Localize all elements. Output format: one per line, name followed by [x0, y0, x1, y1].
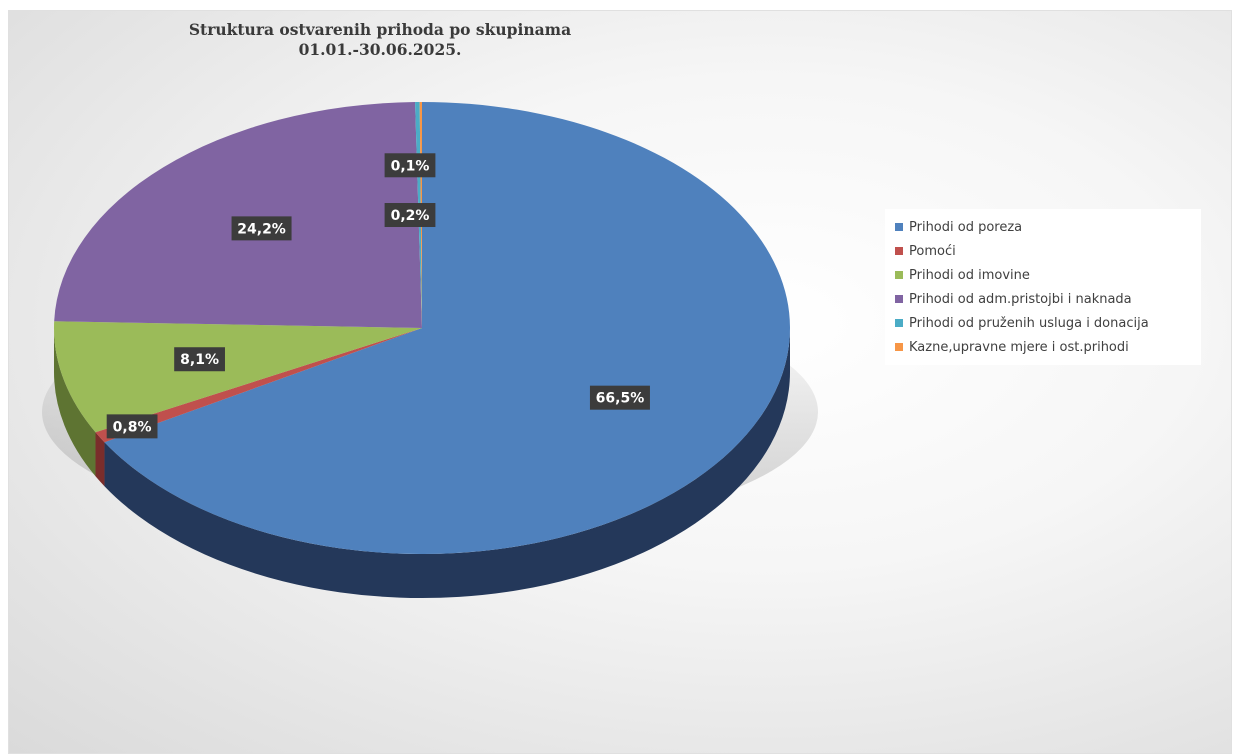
data-label-box	[589, 385, 650, 410]
legend-item-prihodi-od-poreza: Prihodi od poreza	[885, 215, 1201, 239]
pie-slice-prihodi-od-imovine	[54, 321, 423, 433]
pie-slice-prihodi-od-poreza	[104, 102, 791, 554]
legend-label: Pomoći	[909, 243, 956, 259]
chart-title-line-2: 01.01.-30.06.2025.	[298, 40, 462, 59]
data-label-text: 24,2%	[237, 221, 286, 237]
data-label-box	[174, 347, 225, 372]
legend-label: Kazne,upravne mjere i ost.prihodi	[909, 339, 1129, 355]
legend-label: Prihodi od adm.pristojbi i naknada	[909, 291, 1132, 307]
data-label-prihodi-od-imovine: 8,1%	[174, 347, 225, 372]
data-label-text: 0,8%	[113, 419, 152, 435]
legend-item-prihodi-od-imovine: Prihodi od imovine	[885, 263, 1201, 287]
legend: Prihodi od poreza Pomoći Prihodi od imovin…	[885, 209, 1201, 365]
data-label-pomoci: 0,8%	[106, 414, 158, 439]
legend-item-pomoci: Pomoći	[885, 239, 1201, 263]
pie-sides	[54, 328, 791, 599]
pie-slice-pomoci	[95, 328, 422, 443]
data-label-text: 0,2%	[391, 208, 430, 224]
legend-swatch	[895, 343, 903, 351]
data-label-box	[106, 414, 158, 439]
pie-side-prihodi-od-imovine	[54, 328, 96, 477]
legend-label: Prihodi od poreza	[909, 219, 1023, 235]
data-label-text: 8,1%	[180, 352, 219, 368]
data-label-box	[384, 153, 436, 178]
chart-title: Struktura ostvarenih prihoda po skupinam…	[150, 20, 610, 60]
pie-tops	[54, 102, 791, 554]
legend-item-prihodi-od-pruzenih-usluga-i-donacija: Prihodi od pruženih usluga i donacija	[885, 311, 1201, 335]
legend-label: Prihodi od pruženih usluga i donacija	[909, 315, 1149, 331]
data-label-text: 66,5%	[596, 391, 645, 407]
legend-swatch	[895, 223, 903, 231]
pie-side-pomoci	[95, 432, 105, 487]
pie-side-prihodi-od-poreza	[104, 328, 791, 599]
legend-item-prihodi-od-adm-pristojbi-i-naknada: Prihodi od adm.pristojbi i naknada	[885, 287, 1201, 311]
legend-swatch	[895, 295, 903, 303]
pie-slice-prihodi-od-adm-pristojbi-i-naknada	[54, 102, 422, 329]
data-label-prihodi-od-pruzenih-usluga-i-donacija: 0,2%	[384, 203, 436, 228]
legend-swatch	[895, 247, 903, 255]
pie-labels: 66,5% 0,8% 8,1% 24,2% 0,2% 0,1%	[106, 153, 650, 439]
data-label-box	[231, 216, 292, 241]
chart-title-line-1: Struktura ostvarenih prihoda po skupinam…	[188, 20, 572, 39]
data-label-box	[384, 203, 436, 228]
data-label-prihodi-od-poreza: 66,5%	[589, 385, 650, 410]
legend-swatch	[895, 319, 903, 327]
legend-label: Prihodi od imovine	[909, 267, 1030, 283]
legend-item-kazne-upravne-mjere-i-ost-prihodi: Kazne,upravne mjere i ost.prihodi	[885, 335, 1201, 359]
legend-swatch	[895, 271, 903, 279]
data-label-text: 0,1%	[391, 158, 430, 174]
data-label-prihodi-od-adm-pristojbi-i-naknada: 24,2%	[231, 216, 292, 241]
data-label-kazne-upravne-mjere-i-ost-prihodi: 0,1%	[384, 153, 436, 178]
